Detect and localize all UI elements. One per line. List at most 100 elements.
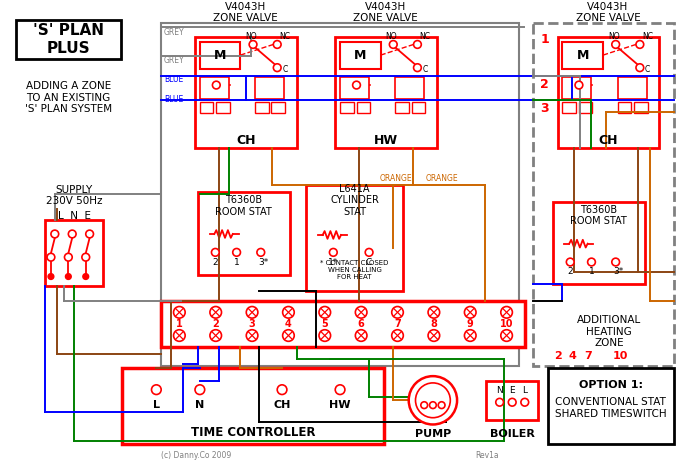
Text: 4: 4 (285, 319, 292, 329)
Circle shape (174, 307, 185, 318)
Bar (306, 185, 403, 291)
Bar (161, 23, 519, 366)
Text: N: N (195, 400, 204, 410)
Text: 3*: 3* (613, 267, 624, 276)
Text: M: M (577, 49, 589, 62)
Text: C: C (282, 65, 288, 74)
Circle shape (249, 41, 257, 48)
Circle shape (392, 307, 404, 318)
Text: GREY: GREY (164, 56, 185, 65)
Text: BLUE: BLUE (164, 95, 184, 104)
Text: C: C (366, 257, 372, 267)
Circle shape (575, 81, 583, 89)
Circle shape (48, 274, 54, 279)
Circle shape (210, 330, 221, 341)
Text: 8: 8 (431, 319, 437, 329)
Circle shape (566, 258, 574, 266)
Text: 2: 2 (554, 351, 562, 361)
Bar (412, 102, 425, 113)
Bar (123, 368, 384, 444)
Circle shape (501, 307, 513, 318)
Circle shape (636, 64, 644, 72)
Text: M: M (354, 49, 366, 62)
Text: 'S' PLAN
PLUS: 'S' PLAN PLUS (33, 23, 104, 56)
Circle shape (68, 230, 76, 238)
Circle shape (612, 41, 620, 48)
Text: 1: 1 (540, 33, 549, 46)
Text: GREY: GREY (164, 28, 185, 37)
Text: 9: 9 (467, 319, 473, 329)
Circle shape (612, 258, 620, 266)
Bar (634, 102, 648, 113)
Circle shape (429, 402, 436, 409)
Bar (562, 77, 591, 99)
Text: CONVENTIONAL STAT
SHARED TIMESWITCH: CONVENTIONAL STAT SHARED TIMESWITCH (555, 397, 667, 419)
Circle shape (588, 258, 595, 266)
Text: 1*: 1* (328, 257, 338, 267)
Bar (255, 102, 268, 113)
Circle shape (636, 41, 644, 48)
Circle shape (438, 402, 445, 409)
Circle shape (319, 330, 331, 341)
Text: L: L (440, 390, 444, 399)
Bar (618, 102, 631, 113)
Text: NC: NC (642, 32, 653, 41)
Circle shape (329, 249, 337, 256)
Text: HW: HW (374, 134, 398, 146)
Text: 7: 7 (584, 351, 593, 361)
Bar (562, 42, 603, 69)
Text: L: L (153, 400, 160, 410)
Text: M: M (214, 49, 226, 62)
Text: NC: NC (279, 32, 290, 41)
Bar (195, 37, 297, 148)
Bar (200, 77, 229, 99)
Bar (198, 192, 290, 275)
Text: 1: 1 (234, 257, 239, 267)
Text: ORANGE: ORANGE (425, 174, 458, 183)
Circle shape (335, 385, 345, 395)
Circle shape (210, 307, 221, 318)
Bar (486, 381, 538, 420)
Text: ORANGE: ORANGE (380, 174, 413, 183)
Circle shape (47, 253, 55, 261)
Circle shape (413, 64, 422, 72)
Circle shape (211, 249, 219, 256)
Circle shape (66, 274, 71, 279)
Text: E: E (431, 390, 435, 399)
Bar (335, 37, 437, 148)
Text: 5: 5 (322, 319, 328, 329)
Bar (533, 23, 673, 366)
Text: 3*: 3* (259, 257, 269, 267)
Bar (271, 102, 285, 113)
Text: OPTION 1:: OPTION 1: (579, 380, 643, 390)
Text: BLUE: BLUE (164, 75, 184, 84)
Circle shape (353, 81, 360, 89)
Bar (340, 102, 353, 113)
Text: V4043H
ZONE VALVE: V4043H ZONE VALVE (575, 1, 640, 23)
Text: PUMP: PUMP (415, 429, 451, 439)
Text: (c) Danny.Co 2009: (c) Danny.Co 2009 (161, 451, 231, 460)
Circle shape (509, 398, 516, 406)
Text: ADDITIONAL
HEATING
ZONE: ADDITIONAL HEATING ZONE (577, 315, 641, 348)
Text: E: E (509, 386, 515, 395)
Text: T6360B
ROOM STAT: T6360B ROOM STAT (215, 195, 273, 217)
Bar (562, 102, 576, 113)
Text: T6360B
ROOM STAT: T6360B ROOM STAT (571, 205, 627, 227)
Bar (558, 37, 659, 148)
Circle shape (389, 41, 397, 48)
Text: 3: 3 (248, 319, 255, 329)
Circle shape (246, 330, 258, 341)
Circle shape (233, 249, 241, 256)
Bar (357, 102, 370, 113)
Circle shape (428, 307, 440, 318)
Text: NO: NO (608, 32, 620, 41)
Circle shape (355, 330, 367, 341)
Bar (340, 77, 369, 99)
Bar (200, 102, 213, 113)
Text: N: N (421, 390, 427, 399)
Text: 2: 2 (567, 267, 573, 276)
Text: 1: 1 (176, 319, 183, 329)
Circle shape (365, 249, 373, 256)
Circle shape (413, 41, 422, 48)
Circle shape (415, 383, 451, 418)
